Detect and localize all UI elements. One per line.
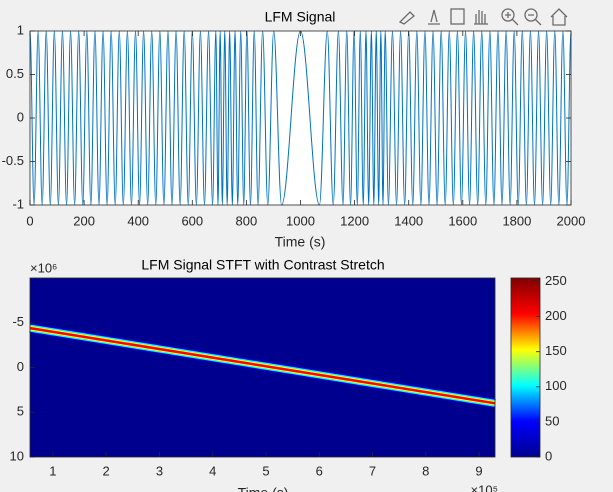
y-tick-label: 0.5 — [6, 66, 24, 81]
x-tick-label: 9 — [475, 463, 482, 478]
x-tick-label: 1800 — [502, 213, 531, 228]
zoom-in-icon[interactable] — [501, 8, 515, 22]
y-tick-label: 5 — [17, 404, 24, 419]
x-tick-label: 1600 — [448, 213, 477, 228]
chart-title: LFM Signal STFT with Contrast Stretch — [141, 257, 384, 273]
x-tick-label: 2 — [103, 463, 110, 478]
pan-icon[interactable] — [474, 10, 488, 25]
y-tick-label: 0 — [17, 359, 24, 374]
x-tick-label: 4 — [209, 463, 216, 478]
y-tick-label: 10 — [10, 448, 24, 463]
colorbar-tick-label: 150 — [545, 343, 567, 358]
x-multiplier: ×10⁵ — [471, 482, 498, 492]
colorbar-tick-label: 50 — [545, 413, 559, 428]
colorbar-tick-label: 250 — [545, 273, 567, 288]
x-tick-label: 600 — [181, 213, 203, 228]
x-tick-label: 6 — [316, 463, 323, 478]
x-tick-label: 1000 — [286, 213, 315, 228]
x-axis-label: Time (s) — [238, 485, 289, 492]
x-tick-label: 8 — [422, 463, 429, 478]
x-tick-label: 1 — [49, 463, 56, 478]
x-tick-label: 1200 — [340, 213, 369, 228]
y-tick-label: -1 — [12, 196, 24, 211]
zoom-in-glyph — [505, 12, 519, 26]
chart-title: LFM Signal — [265, 9, 336, 25]
x-tick-label: 800 — [236, 213, 258, 228]
toolbar — [398, 8, 568, 26]
y-tick-label: 0 — [17, 109, 24, 124]
x-tick-label: 2000 — [557, 213, 586, 228]
axes-background — [30, 31, 571, 205]
colorbar — [510, 277, 541, 458]
zoom-out-glyph — [528, 14, 542, 26]
home-icon[interactable] — [550, 8, 568, 26]
colorbar-tick-label: 0 — [545, 448, 552, 463]
x-tick-label: 200 — [73, 213, 95, 228]
brush-icon[interactable] — [428, 9, 440, 25]
y-tick-label: -0.5 — [2, 153, 24, 168]
colorbar-tick-label: 200 — [545, 308, 567, 323]
x-tick-label: 5 — [262, 463, 269, 478]
y-tick-label: -5 — [12, 314, 24, 329]
x-tick-label: 0 — [26, 213, 33, 228]
colorbar-tick-label: 100 — [545, 378, 567, 393]
y-tick-label: 1 — [17, 22, 24, 37]
x-tick-label: 3 — [156, 463, 163, 478]
stft-ridge — [29, 326, 496, 405]
x-tick-label: 1400 — [394, 213, 423, 228]
edit-icon[interactable] — [398, 11, 415, 25]
y-multiplier: ×10⁶ — [30, 260, 57, 275]
datatip-icon[interactable] — [450, 8, 465, 25]
zoom-out-icon[interactable] — [524, 8, 538, 22]
x-axis-label: Time (s) — [275, 234, 326, 250]
x-tick-label: 7 — [369, 463, 376, 478]
x-tick-label: 400 — [127, 213, 149, 228]
